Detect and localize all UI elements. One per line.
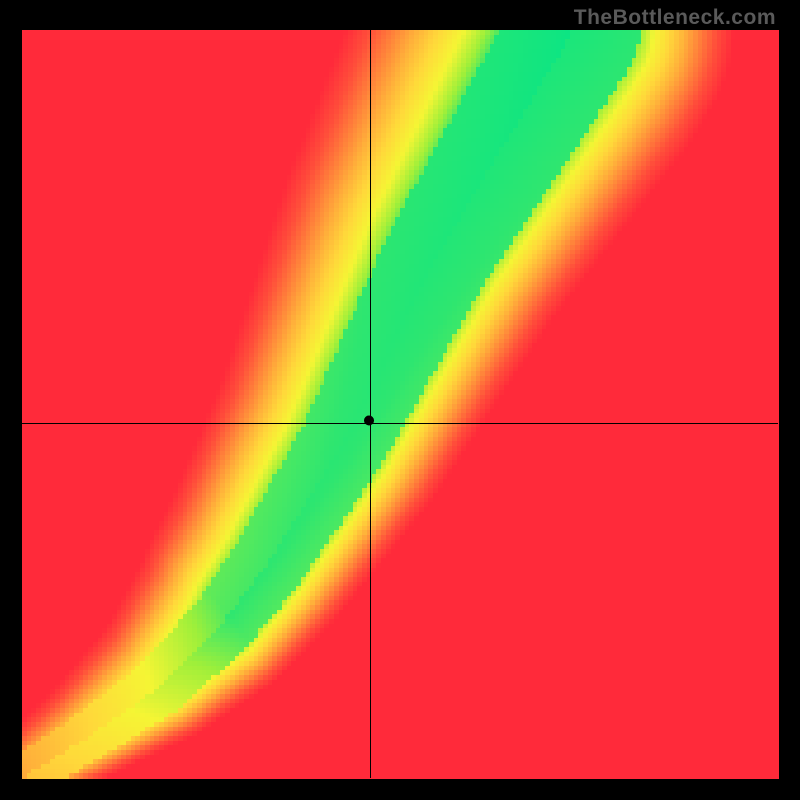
watermark-text: TheBottleneck.com <box>574 6 776 30</box>
chart-container: TheBottleneck.com <box>0 0 800 800</box>
heatmap-canvas <box>0 0 800 800</box>
